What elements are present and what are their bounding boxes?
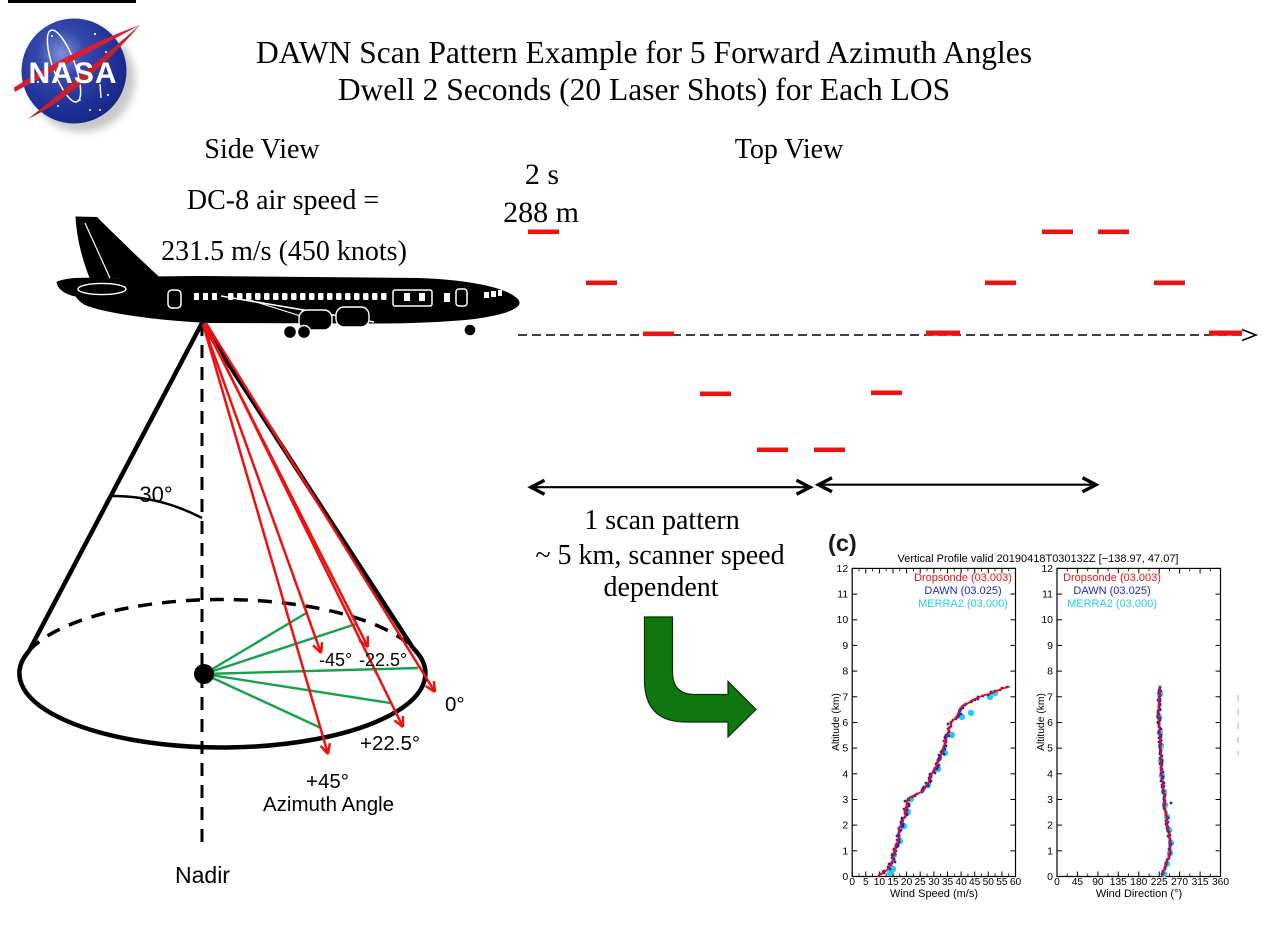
svg-text:3: 3 — [842, 794, 848, 806]
svg-text:2: 2 — [842, 820, 848, 832]
svg-text:11: 11 — [1042, 589, 1053, 601]
svg-text:360: 360 — [1212, 877, 1229, 888]
svg-text:5: 5 — [863, 877, 869, 888]
svg-text:Dropsonde (03.003): Dropsonde (03.003) — [1063, 572, 1161, 584]
svg-text:5: 5 — [842, 743, 848, 755]
svg-text:Azimuth Angle: Azimuth Angle — [263, 793, 394, 816]
svg-text:5: 5 — [1047, 743, 1053, 755]
svg-text:40: 40 — [955, 877, 967, 888]
svg-text:-22.5°: -22.5° — [359, 650, 407, 670]
svg-text:-45°: -45° — [319, 650, 352, 670]
svg-text:MERRA2 (03.000): MERRA2 (03.000) — [918, 598, 1008, 610]
svg-text:0: 0 — [842, 871, 848, 883]
svg-text:90: 90 — [1092, 877, 1104, 888]
svg-text:270: 270 — [1171, 877, 1188, 888]
svg-text:55: 55 — [996, 877, 1008, 888]
svg-text:45: 45 — [1072, 877, 1084, 888]
svg-text:DAWN (03.025): DAWN (03.025) — [1073, 585, 1150, 597]
svg-text:dependent: dependent — [603, 572, 718, 603]
svg-text:Wind Direction (°): Wind Direction (°) — [1096, 888, 1182, 900]
svg-text:6: 6 — [842, 717, 848, 729]
svg-text:6: 6 — [1047, 717, 1053, 729]
svg-text:0: 0 — [1054, 877, 1060, 888]
svg-text:Altitude (km): Altitude (km) — [831, 693, 842, 751]
svg-text:25: 25 — [915, 877, 927, 888]
svg-text:9: 9 — [842, 640, 848, 652]
svg-text:7: 7 — [842, 691, 848, 703]
svg-text:315: 315 — [1192, 877, 1209, 888]
svg-text:~ 5 km, scanner speed: ~ 5 km, scanner speed — [535, 540, 784, 571]
svg-text:DAWN Scan Pattern Example for: DAWN Scan Pattern Example for 5 Forward … — [256, 35, 1032, 70]
svg-text:1 scan pattern: 1 scan pattern — [584, 505, 740, 536]
svg-text:3: 3 — [1047, 794, 1053, 806]
svg-text:DAWN (03.025): DAWN (03.025) — [924, 585, 1001, 597]
svg-text:Vertical Profile valid 2019041: Vertical Profile valid 20190418T030132Z … — [897, 553, 1178, 565]
svg-text:4: 4 — [1047, 768, 1053, 780]
svg-text:Top View: Top View — [735, 134, 844, 165]
svg-text:10: 10 — [837, 614, 849, 626]
svg-text:+22.5°: +22.5° — [360, 732, 420, 755]
svg-text:12: 12 — [837, 563, 849, 575]
svg-text:9: 9 — [1047, 640, 1053, 652]
svg-text:Side View: Side View — [204, 134, 320, 165]
svg-text:8: 8 — [1047, 666, 1053, 678]
svg-text:NASA: NASA — [28, 57, 117, 90]
svg-text:0°: 0° — [445, 693, 465, 716]
svg-text:12: 12 — [1041, 563, 1053, 575]
svg-text:8: 8 — [842, 666, 848, 678]
svg-text:0: 0 — [849, 877, 855, 888]
svg-text:1: 1 — [842, 845, 848, 857]
svg-text:135: 135 — [1110, 877, 1127, 888]
svg-text:1: 1 — [1047, 845, 1053, 857]
svg-text:11: 11 — [837, 589, 848, 601]
svg-text:Dwell 2 Seconds (20 Laser Shot: Dwell 2 Seconds (20 Laser Shots) for Eac… — [338, 72, 950, 107]
svg-text:2 s: 2 s — [525, 158, 559, 191]
svg-text:15: 15 — [887, 877, 899, 888]
svg-text:35: 35 — [942, 877, 954, 888]
svg-text:10: 10 — [874, 877, 886, 888]
svg-text:Nadir: Nadir — [175, 862, 230, 888]
svg-text:10: 10 — [1041, 614, 1053, 626]
svg-text:20: 20 — [901, 877, 913, 888]
svg-text:50: 50 — [983, 877, 995, 888]
svg-text:2: 2 — [1047, 820, 1053, 832]
svg-text:231.5 m/s (450 knots): 231.5 m/s (450 knots) — [161, 236, 407, 267]
svg-text:7: 7 — [1047, 691, 1053, 703]
svg-text:Wind Speed (m/s): Wind Speed (m/s) — [890, 888, 978, 900]
svg-text:0: 0 — [1047, 871, 1053, 883]
svg-text:4: 4 — [842, 768, 848, 780]
svg-text:DC-8 air speed =: DC-8 air speed = — [187, 185, 379, 216]
svg-text:Dropsonde (03.003): Dropsonde (03.003) — [914, 572, 1012, 584]
svg-text:30°: 30° — [139, 482, 172, 507]
svg-text:Altitude (km): Altitude (km) — [1036, 693, 1047, 751]
svg-text:288 m: 288 m — [503, 196, 579, 229]
svg-text:45: 45 — [969, 877, 981, 888]
svg-text:225: 225 — [1151, 877, 1168, 888]
svg-text:60: 60 — [1010, 877, 1022, 888]
svg-text:+45°: +45° — [306, 770, 349, 793]
svg-text:180: 180 — [1130, 877, 1147, 888]
svg-text:MERRA2 (03.000): MERRA2 (03.000) — [1067, 598, 1157, 610]
svg-text:(c): (c) — [828, 530, 857, 556]
svg-text:30: 30 — [928, 877, 940, 888]
